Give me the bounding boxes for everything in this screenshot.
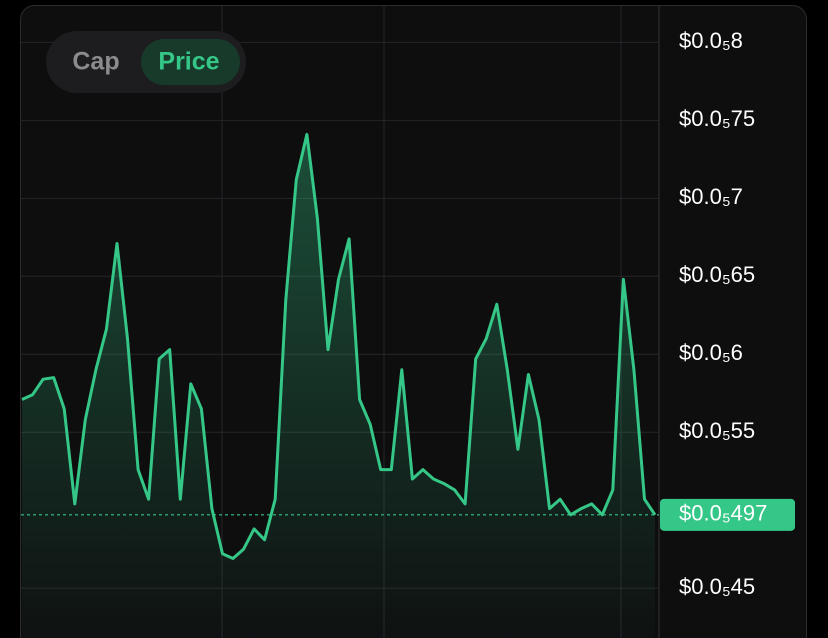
y-tick-label: $0.0₅65 [679, 262, 755, 287]
y-tick-label: $0.0₅6 [679, 340, 743, 365]
toggle-option[interactable]: Cap [72, 48, 119, 76]
plot [21, 132, 659, 638]
y-tick-label: $0.0₅75 [679, 106, 755, 131]
price-tag-label: $0.0₅497 [679, 501, 767, 526]
y-tick-label: $0.0₅45 [679, 574, 755, 599]
toggle-active [141, 39, 240, 85]
price-tag [660, 498, 795, 531]
y-tick-label: $0.0₅8 [679, 28, 743, 53]
y-axis: $0.0₅45 $0.0₅55 $0.0₅6 $0.0₅65 $0.0₅7 $0.0₅75… [660, 28, 795, 599]
y-tick-label: $0.0₅7 [679, 184, 743, 209]
toggle-option[interactable]: Price [158, 48, 219, 76]
toggle: Cap Price [46, 31, 246, 93]
price-line [21, 132, 657, 560]
price-area [22, 134, 655, 638]
chart-frame [20, 5, 807, 638]
y-tick-label: $0.0₅55 [679, 418, 755, 443]
